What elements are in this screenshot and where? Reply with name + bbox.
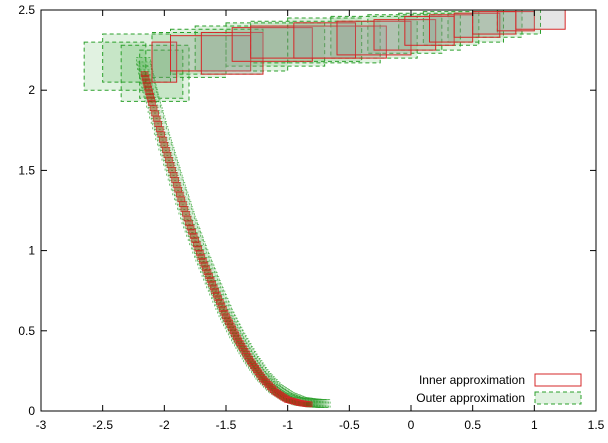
x-tick-label: -0.5	[339, 418, 360, 432]
x-tick-label: 1	[531, 418, 538, 432]
outer-box-4	[151, 31, 227, 78]
y-tick-label: 1.5	[18, 163, 35, 177]
y-tick-label: 1	[28, 244, 35, 258]
legend-swatch-inner	[534, 373, 582, 387]
inner-curve-box-21	[168, 166, 176, 173]
inner-curve-box-27	[177, 196, 186, 203]
inner-curve-box-10	[151, 110, 159, 117]
inner-curve-box-9	[149, 105, 158, 112]
outer-box-8	[250, 20, 381, 64]
x-tick-label: -1	[282, 418, 293, 432]
inner-curve-box-16	[160, 141, 169, 148]
outer-curve-box-119	[315, 399, 331, 408]
inner-curve-box-12	[154, 121, 162, 127]
outer-box-14	[447, 10, 504, 43]
y-tick-label: 0	[28, 404, 35, 418]
inner-curve-box-8	[148, 100, 156, 106]
legend-label-outer: Outer approximation	[416, 391, 525, 405]
inner-curve-box-20	[166, 161, 175, 168]
inner-curve-box-11	[152, 115, 161, 122]
inner-curve-box-17	[162, 146, 170, 153]
inner-curve-box-31	[183, 215, 192, 222]
inner-box-5	[293, 22, 357, 59]
inner-curve-box-15	[158, 136, 167, 143]
inner-box-4	[250, 25, 387, 59]
inner-box-10	[453, 12, 501, 38]
series-inner	[140, 10, 566, 408]
inner-curve-box-13	[155, 126, 164, 132]
outer-box-6	[194, 25, 289, 72]
x-tick-label: -2.5	[92, 418, 113, 432]
inner-curve-box-28	[179, 201, 187, 207]
inner-box-3	[231, 27, 313, 62]
inner-curve-box-22	[169, 172, 178, 178]
inner-box-13	[515, 10, 566, 30]
inner-curve-box-14	[157, 131, 166, 138]
x-tick-label: 0.5	[464, 418, 481, 432]
inner-box-0	[151, 41, 178, 83]
plot-frame	[40, 9, 597, 412]
inner-curve-box-19	[165, 156, 173, 163]
inner-box-1	[170, 35, 252, 72]
series-layer	[83, 10, 566, 408]
legend-label-inner: Inner approximation	[419, 373, 525, 387]
y-tick-label: 2.5	[18, 3, 35, 17]
inner-curve-box-18	[163, 151, 172, 158]
inner-curve-box-24	[172, 182, 181, 188]
legend: Inner approximation Outer approximation	[416, 373, 582, 405]
inner-curve-box-25	[174, 186, 183, 193]
inner-curve-box-111	[304, 401, 313, 408]
y-tick-label: 0.5	[18, 324, 35, 338]
x-tick-label: 1.5	[588, 418, 605, 432]
outer-curve-box-0	[136, 57, 151, 66]
y-tick-label: 2	[28, 83, 35, 97]
outer-curve-box-1	[137, 61, 152, 71]
outer-box-13	[422, 11, 480, 46]
x-tick-label: 0	[408, 418, 415, 432]
axes-layer: -3 -2.5 -2 -1.5 -1 -0.5 0 0.5 1 1.5 0 0.5 1 1.5 2 2.5	[18, 3, 604, 432]
legend-swatch-outer	[534, 391, 582, 405]
x-tick-label: -2	[159, 418, 170, 432]
inner-curve-box-29	[180, 206, 189, 212]
outer-box-9	[287, 17, 363, 62]
inner-curve-box-30	[182, 210, 190, 217]
x-tick-label: -3	[36, 418, 47, 432]
inner-curve-box-26	[175, 191, 184, 198]
outer-box-7	[225, 22, 326, 67]
x-tick-label: -1.5	[216, 418, 237, 432]
outer-curve-box-118	[314, 399, 329, 408]
inner-curve-box-23	[171, 177, 179, 183]
